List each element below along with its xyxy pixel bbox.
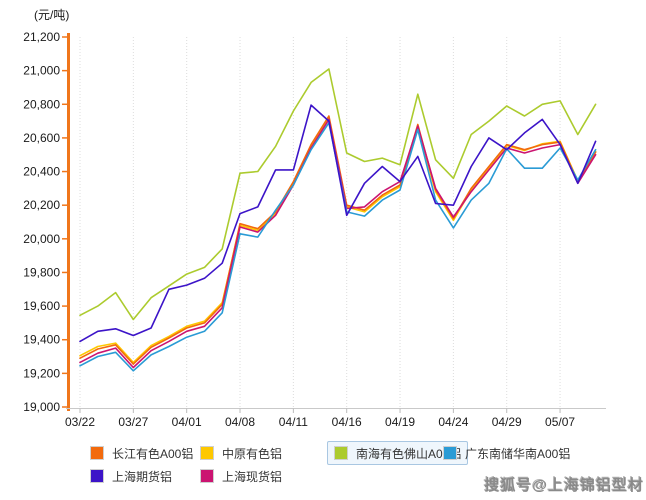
series-line-1 bbox=[79, 116, 597, 364]
x-tick-label: 04/11 bbox=[279, 415, 308, 429]
x-tick-label: 04/16 bbox=[332, 415, 362, 429]
legend-swatch bbox=[443, 446, 457, 460]
legend-swatch bbox=[200, 469, 214, 483]
series-line-2 bbox=[79, 68, 597, 321]
x-tick-label: 03/22 bbox=[65, 415, 95, 429]
legend-item-3[interactable]: 广东南储华南A00铝 bbox=[443, 444, 570, 462]
y-tick-label: 20,800 bbox=[23, 97, 60, 111]
legend-label: 南海有色佛山A00铝 bbox=[356, 446, 462, 461]
y-tick-label: 20,000 bbox=[23, 232, 60, 246]
y-tick-label: 19,200 bbox=[23, 366, 60, 380]
y-tick-label: 19,800 bbox=[23, 265, 60, 279]
legend-label: 长江有色A00铝 bbox=[112, 446, 194, 461]
legend-item-2[interactable]: 南海有色佛山A00铝 bbox=[327, 441, 469, 465]
legend-item-5[interactable]: 上海现货铝 bbox=[200, 467, 282, 485]
legend-label: 上海现货铝 bbox=[222, 469, 283, 484]
price-line-chart: 19,000 19,200 19,400 19,600 19,800 20,000 20,2… bbox=[23, 30, 606, 429]
legend-swatch bbox=[90, 469, 104, 483]
series-line-0 bbox=[79, 115, 597, 365]
x-tick-label: 04/24 bbox=[438, 415, 468, 429]
x-tick-label: 04/08 bbox=[225, 415, 255, 429]
legend-label: 广东南储华南A00铝 bbox=[465, 446, 571, 461]
y-tick-label: 20,600 bbox=[23, 131, 60, 145]
y-tick-label: 19,600 bbox=[23, 299, 60, 313]
y-tick-label: 21,200 bbox=[23, 30, 60, 44]
y-tick-label: 19,400 bbox=[23, 333, 60, 347]
x-tick-label: 04/01 bbox=[172, 415, 202, 429]
legend-item-1[interactable]: 中原有色铝 bbox=[200, 444, 282, 462]
y-axis-unit-label: (元/吨) bbox=[34, 8, 70, 22]
legend-item-0[interactable]: 长江有色A00铝 bbox=[90, 444, 193, 462]
x-tick-label: 04/19 bbox=[385, 415, 415, 429]
legend-swatch bbox=[90, 446, 104, 460]
x-tick-label: 04/29 bbox=[492, 415, 522, 429]
y-tick-label: 21,000 bbox=[23, 64, 60, 78]
legend-swatch bbox=[334, 446, 348, 460]
y-tick-label: 20,400 bbox=[23, 165, 60, 179]
y-tick-label: 19,000 bbox=[23, 400, 60, 414]
x-tick-label: 03/27 bbox=[118, 415, 148, 429]
legend-label: 上海期货铝 bbox=[112, 469, 173, 484]
legend-swatch bbox=[200, 446, 214, 460]
y-tick-label: 20,200 bbox=[23, 198, 60, 212]
chart-legend: 长江有色A00铝 中原有色铝 南海有色佛山A00铝 广东南储华南A00铝上海期货铝 上海… bbox=[0, 0, 646, 484]
legend-label: 中原有色铝 bbox=[222, 446, 283, 461]
series-line-4 bbox=[79, 104, 597, 343]
legend-item-4[interactable]: 上海期货铝 bbox=[90, 467, 172, 485]
watermark: 搜狐号@上海锦铝型材 bbox=[484, 477, 644, 494]
x-tick-label: 05/07 bbox=[545, 415, 575, 429]
